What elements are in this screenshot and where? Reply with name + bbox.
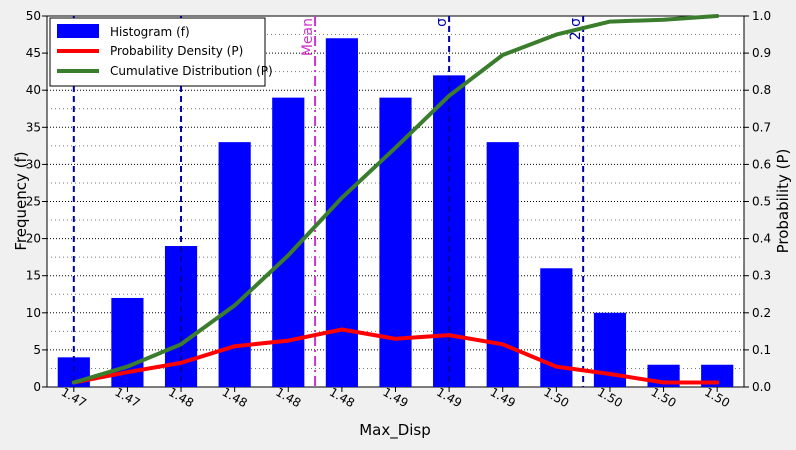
- y-tick-label-right: 0.7: [752, 120, 771, 134]
- y-tick-label-left: 40: [26, 83, 41, 97]
- legend-label-density: Probability Density (P): [110, 44, 243, 58]
- x-tick-label: 1.47: [59, 385, 89, 410]
- x-tick-label: 1.48: [166, 385, 196, 410]
- y-tick-label-left: 50: [26, 9, 41, 23]
- legend-label-cumulative: Cumulative Distribution (P): [110, 64, 273, 78]
- x-tick-label: 1.49: [434, 385, 464, 410]
- y-tick-label-left: 35: [26, 120, 41, 134]
- line-layer: [71, 14, 720, 385]
- x-tick-label: 1.48: [273, 385, 303, 410]
- cumulative-distribution-line: [71, 14, 720, 385]
- y-tick-label-right: 0.4: [752, 232, 771, 246]
- y-tick-label-right: 0.1: [752, 343, 771, 357]
- x-tick-label: 1.49: [488, 385, 518, 410]
- probability-density-line: [71, 327, 720, 385]
- y-tick-label-right: 0.6: [752, 157, 771, 171]
- reference-line-label: Mean: [300, 18, 316, 56]
- legend-label-histogram: Histogram (f): [110, 25, 190, 39]
- y-tick-label-right: 0.3: [752, 269, 771, 283]
- y-tick-label-left: 25: [26, 195, 41, 209]
- y-axis-label-left: Frequency (f): [12, 151, 30, 250]
- x-tick-label: 1.47: [112, 385, 142, 410]
- y-tick-label-left: 45: [26, 46, 41, 60]
- x-axis-label: Max_Disp: [359, 421, 431, 440]
- legend-swatch-histogram: [57, 24, 99, 38]
- reference-line-label: σ: [434, 18, 450, 27]
- y-tick-label-left: 10: [26, 306, 41, 320]
- x-tick-label: 1.50: [541, 385, 571, 410]
- x-tick-label: 1.48: [220, 385, 250, 410]
- histogram-bar: [379, 97, 412, 388]
- x-tick-label: 1.50: [649, 385, 679, 410]
- y-tick-label-right: 1.0: [752, 9, 771, 23]
- legend[interactable]: Histogram (f) Probability Density (P) Cu…: [49, 17, 273, 87]
- y-axis-label-right: Probability (P): [774, 149, 792, 254]
- y-tick-label-left: 15: [26, 269, 41, 283]
- x-tick-label: 1.48: [327, 385, 357, 410]
- x-tick-label: 1.50: [702, 385, 732, 410]
- y-tick-label-right: 0.2: [752, 306, 771, 320]
- y-tick-label-left: 20: [26, 232, 41, 246]
- x-tick-label: 1.49: [380, 385, 410, 410]
- y-tick-label-left: 30: [26, 157, 41, 171]
- x-tick-label: 1.50: [595, 385, 625, 410]
- y-tick-label-right: 0.5: [752, 195, 771, 209]
- y-tick-label-left: 5: [33, 343, 41, 357]
- y-tick-label-right: 0.0: [752, 380, 771, 394]
- y-tick-label-right: 0.9: [752, 46, 771, 60]
- y-tick-label-right: 0.8: [752, 83, 771, 97]
- y-tick-label-left: 0: [33, 380, 41, 394]
